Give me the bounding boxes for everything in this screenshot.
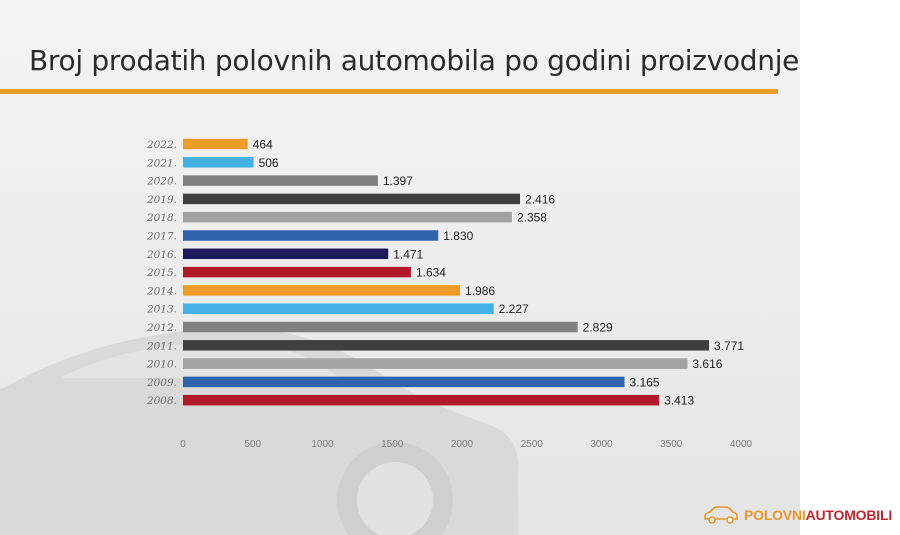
bar xyxy=(183,376,625,388)
bar xyxy=(183,394,660,406)
bar xyxy=(183,285,461,296)
x-tick-label: 4000 xyxy=(730,439,753,450)
value-label: 464 xyxy=(253,138,273,152)
value-label: 1.986 xyxy=(465,284,495,298)
page-title: Broj prodatih polovnih automobila po god… xyxy=(29,44,800,77)
value-label: 3.413 xyxy=(664,394,694,408)
category-label: 2019. xyxy=(146,194,177,206)
value-label: 1.830 xyxy=(443,229,473,243)
category-label: 2018. xyxy=(146,212,177,224)
x-tick-label: 2000 xyxy=(451,439,474,450)
category-label: 2008. xyxy=(146,395,177,407)
value-label: 3.771 xyxy=(714,339,744,353)
category-label: 2011. xyxy=(146,340,177,352)
value-label: 1.634 xyxy=(416,266,446,280)
brand-logo[interactable]: POLOVNIAUTOMOBILI xyxy=(703,506,892,524)
bar xyxy=(183,157,254,168)
value-label: 2.358 xyxy=(517,211,547,225)
value-label: 2.829 xyxy=(583,321,613,335)
bar xyxy=(183,340,710,351)
value-label: 1.471 xyxy=(393,247,423,261)
x-tick-label: 3500 xyxy=(660,439,683,450)
value-label: 2.227 xyxy=(499,302,529,316)
category-label: 2010. xyxy=(146,359,177,371)
logo-text-part2: AUTOMOBILI xyxy=(805,507,893,523)
category-label: 2009. xyxy=(146,377,177,389)
bar xyxy=(183,138,248,150)
value-label: 2.416 xyxy=(525,192,555,206)
category-label: 2021. xyxy=(146,157,177,169)
bar xyxy=(183,248,389,260)
category-label: 2017. xyxy=(146,231,177,243)
x-tick-label: 1000 xyxy=(311,439,334,450)
value-label: 3.616 xyxy=(692,357,722,371)
category-label: 2016. xyxy=(146,249,177,261)
bar xyxy=(183,358,688,369)
x-tick-label: 3000 xyxy=(590,439,613,450)
bar xyxy=(183,266,411,278)
category-label: 2012. xyxy=(146,322,177,334)
category-label: 2020. xyxy=(146,176,177,188)
logo-text-part1: POLOVNI xyxy=(744,507,806,523)
x-tick-label: 1500 xyxy=(381,439,404,450)
bar xyxy=(183,303,494,314)
logo-text: POLOVNIAUTOMOBILI xyxy=(744,507,892,523)
title-underline xyxy=(0,89,778,94)
category-label: 2013. xyxy=(146,304,177,316)
x-tick-label: 0 xyxy=(180,439,186,450)
bar xyxy=(183,211,512,223)
category-label: 2015. xyxy=(146,267,177,279)
x-tick-label: 2500 xyxy=(521,439,544,450)
bar xyxy=(183,175,378,186)
value-label: 506 xyxy=(259,156,279,170)
bar xyxy=(183,321,578,333)
category-label: 2022. xyxy=(146,139,177,151)
bar xyxy=(183,230,439,241)
value-label: 3.165 xyxy=(630,375,660,389)
car-icon xyxy=(704,506,738,524)
bar xyxy=(183,193,521,205)
x-tick-label: 500 xyxy=(244,439,261,450)
value-label: 1.397 xyxy=(383,174,413,188)
category-label: 2014. xyxy=(146,285,177,297)
